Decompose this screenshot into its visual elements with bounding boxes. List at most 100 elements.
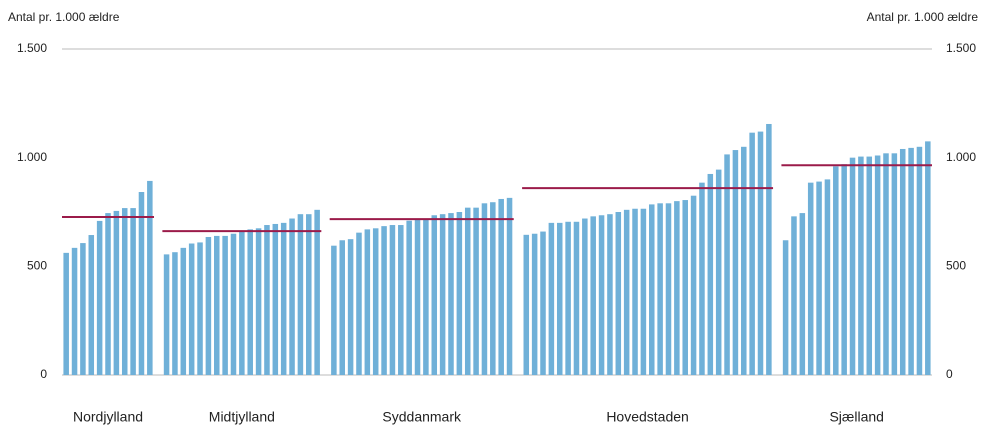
bar [674,201,680,375]
bar [757,131,764,375]
bar [147,180,153,375]
bar [331,245,337,375]
bar [632,208,638,375]
bar [665,203,672,375]
bar [690,195,697,375]
bar [565,221,571,375]
bar [456,212,463,375]
bar [891,153,898,375]
bar [523,234,530,375]
bar [364,229,371,375]
bar [615,212,622,375]
bar [96,220,103,375]
bar [498,198,504,375]
bar [473,207,479,375]
bar [381,226,387,375]
y-tick-label: 500 [27,259,47,273]
bar [849,157,856,375]
bar [406,220,412,375]
y-axis-title: Antal pr. 1.000 ældre [8,10,120,24]
y-tick-label: 1.500 [17,41,47,55]
bar [582,218,588,375]
y2-tick-label: 1.500 [946,41,976,55]
bar [347,239,354,375]
y-tick-label: 0 [40,367,47,381]
bar [540,231,546,375]
bar [824,179,831,375]
bar [548,222,555,375]
bar [222,235,228,375]
bar [741,146,747,375]
bar [80,243,86,375]
bar [306,214,312,375]
bar [724,154,730,375]
bar [598,215,605,375]
bar [130,208,136,375]
bar [264,225,270,375]
bar [247,229,253,375]
bar [439,214,446,375]
group-label: Sjælland [829,409,883,425]
group-label: Midtjylland [209,409,275,425]
bar [63,252,69,375]
bar [88,235,95,375]
bar [239,231,245,375]
bar [640,208,647,375]
bar [556,222,563,375]
bar [858,156,864,375]
bar [213,235,220,375]
bar [255,228,262,375]
bar [799,213,806,375]
bar [197,242,203,375]
bar [506,197,513,375]
bar [372,228,379,375]
bar [657,203,663,375]
bar [205,236,212,375]
bar [816,181,822,375]
y2-tick-label: 500 [946,259,966,273]
bar [314,209,320,375]
group-label: Syddanmark [382,409,462,425]
bar [172,252,178,375]
y2-tick-label: 1.000 [946,150,976,164]
bar [841,164,847,375]
bar [916,146,923,375]
bar [925,141,931,375]
bar [833,166,839,375]
bar [749,132,755,375]
bar [289,218,295,375]
bar [188,243,195,375]
bar [464,207,471,375]
bar [339,240,346,375]
bar [414,219,421,375]
bar [230,233,237,375]
bar [866,156,873,375]
bar [899,148,906,375]
bar [707,173,714,375]
bar [113,210,120,375]
bar [883,153,889,375]
bar [180,247,187,375]
y2-axis-title: Antal pr. 1.000 ældre [867,10,979,24]
bar [71,247,78,375]
bar [389,225,396,375]
bar [356,232,362,375]
bar [682,200,688,375]
bar [105,213,111,375]
bar [431,215,438,375]
bar [807,182,814,375]
bar [573,221,580,375]
bar [272,223,279,375]
bar [699,182,705,375]
bar [138,192,145,375]
bar [448,213,454,375]
bar [607,214,613,375]
bar [423,218,429,375]
bar [531,233,538,375]
bar [715,169,722,375]
bar [766,123,772,375]
bar [782,240,789,375]
y2-tick-label: 0 [946,367,953,381]
group-label: Hovedstaden [606,409,689,425]
